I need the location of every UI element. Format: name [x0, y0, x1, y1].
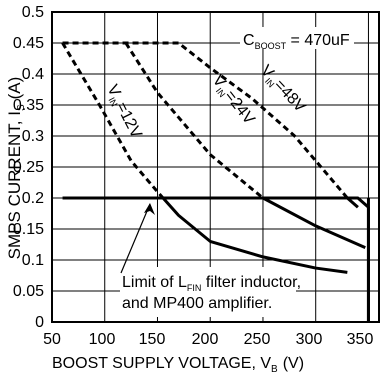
series-label-12v: VIN=12V: [102, 82, 145, 142]
y-axis-label: SMPS CURRENT, IS (A): [5, 77, 27, 260]
y-axis-label-unit: (A): [5, 77, 24, 100]
x-tick-labels: 50 100 150 200 250 300 350: [43, 331, 373, 348]
y-tick-label: 0.15: [13, 221, 44, 238]
x-tick-label: 100: [89, 331, 116, 348]
limit-annotation-arrowhead: [144, 203, 155, 215]
x-tick-label: 150: [139, 331, 166, 348]
y-tick-label: 0.3: [22, 128, 44, 145]
series-0-solid-curve: [161, 196, 348, 274]
limit-annotation-pre: Limit of L: [122, 274, 187, 291]
x-tick-label: 200: [192, 331, 219, 348]
limit-annotation-arrow: [120, 203, 151, 274]
cboost-main: C: [243, 32, 255, 49]
cboost-annotation: CBOOST = 470uF: [243, 32, 350, 51]
x-axis-label-main: BOOST SUPPLY VOLTAGE, V: [52, 355, 271, 372]
x-tick-label: 300: [296, 331, 323, 348]
series-1-solid-curve: [262, 196, 366, 249]
cboost-annotation-bg: [240, 27, 354, 49]
y-axis-label-subscript: S: [16, 104, 27, 111]
x-tick-label: 250: [244, 331, 271, 348]
x-axis-label-subscript: B: [271, 364, 278, 375]
x-tick-label: 350: [347, 331, 374, 348]
y-tick-label: 0.2: [22, 190, 44, 207]
limit-annotation-post: filter inductor,: [201, 274, 301, 291]
cboost-subscript: BOOST: [255, 41, 287, 51]
y-tick-label: 0.25: [13, 159, 44, 176]
series-1-dashed-curve: [124, 42, 264, 200]
x-tick-label: 50: [43, 331, 61, 348]
y-tick-labels: 0.5 0.45 0.4 0.35 0.3 0.25 0.2 0.15 0.1 …: [13, 4, 44, 331]
series-2-solid-curve: [346, 196, 359, 209]
x-axis-label-unit: (V): [283, 355, 304, 372]
cboost-value: = 470uF: [286, 32, 350, 49]
series-label-24v: VIN=24V: [207, 72, 258, 129]
series-0-dashed-curve: [61, 42, 165, 200]
limit-annotation-bg: [120, 267, 296, 317]
x-axis-label: BOOST SUPPLY VOLTAGE, VB (V): [52, 355, 304, 375]
series-label-value: =12V: [112, 100, 144, 142]
series-label-value: =24V: [221, 87, 258, 128]
series-2-dashed-curve: [62, 41, 349, 199]
y-tick-label: 0.1: [22, 252, 44, 269]
series-label-subscript: IN: [106, 96, 119, 109]
limit-annotation-subscript: FIN: [187, 283, 202, 293]
limit-annotation-line1: Limit of LFIN filter inductor,: [122, 274, 301, 293]
limit-annotation-line2: and MP400 amplifier.: [122, 295, 272, 312]
y-tick-label: 0.45: [13, 35, 44, 52]
series-label-value: =48V: [270, 77, 308, 116]
y-axis-label-main: SMPS CURRENT, I: [5, 111, 24, 259]
y-tick-label: 0: [35, 314, 44, 331]
plot-frame: [51, 11, 380, 323]
y-tick-label: 0.4: [22, 66, 44, 83]
series-layer: [61, 41, 370, 322]
y-tick-label: 0.5: [22, 4, 44, 21]
y-tick-label: 0.35: [13, 97, 44, 114]
y-tick-label: 0.05: [13, 283, 44, 300]
